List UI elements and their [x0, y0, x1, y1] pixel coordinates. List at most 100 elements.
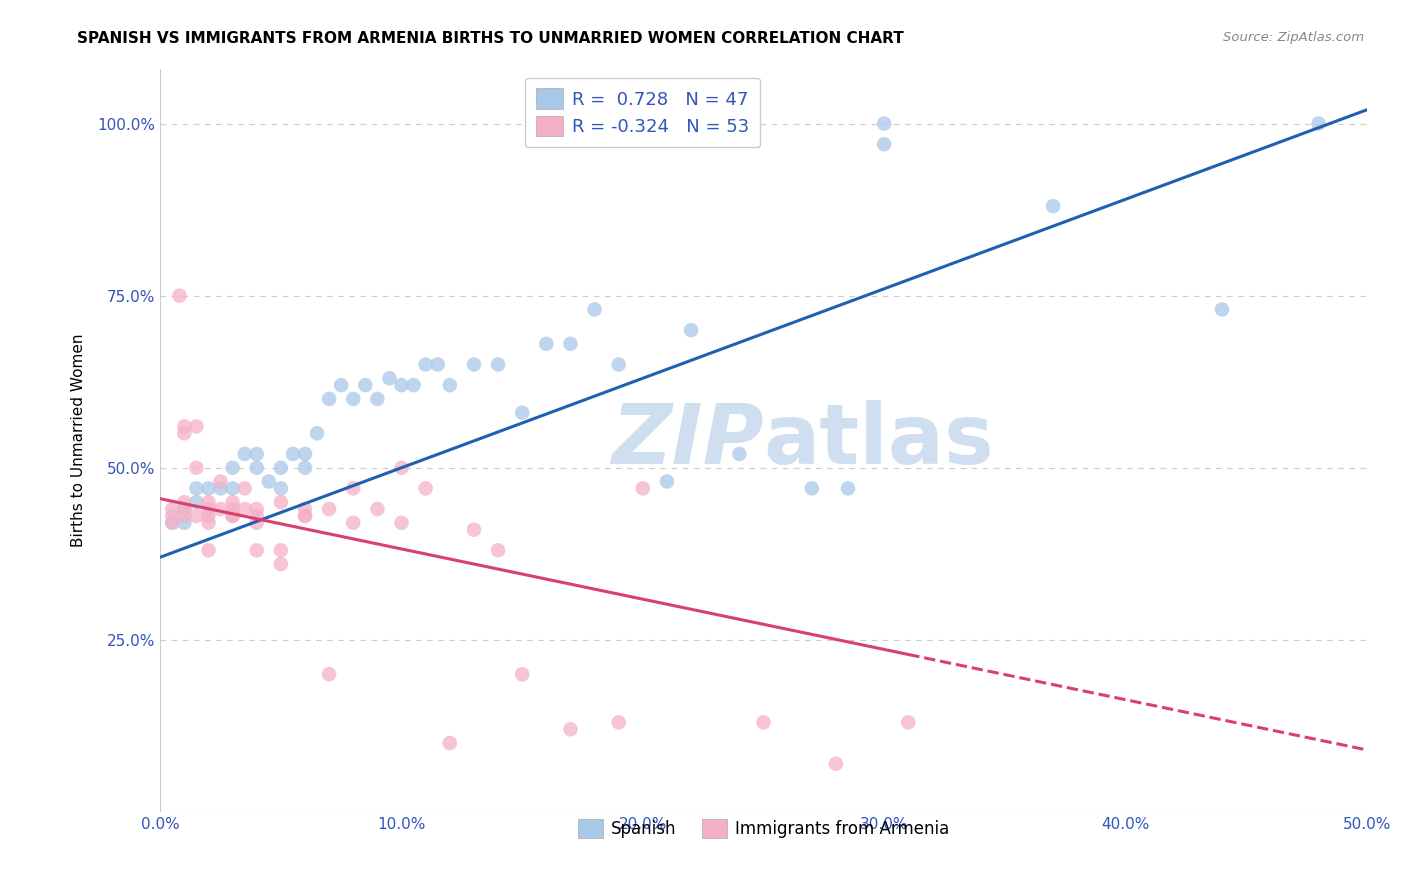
Point — [186, 508, 208, 523]
Point — [415, 482, 437, 496]
Point — [162, 502, 184, 516]
Point — [209, 502, 232, 516]
Point — [391, 516, 413, 530]
Point — [221, 508, 243, 523]
Point — [246, 516, 269, 530]
Point — [233, 502, 256, 516]
Point — [186, 482, 208, 496]
Text: atlas: atlas — [763, 400, 994, 481]
Point — [897, 715, 920, 730]
Point — [825, 756, 848, 771]
Point — [681, 323, 703, 337]
Point — [221, 460, 243, 475]
Point — [510, 406, 533, 420]
Text: Source: ZipAtlas.com: Source: ZipAtlas.com — [1223, 31, 1364, 45]
Point — [391, 378, 413, 392]
Point — [173, 495, 195, 509]
Point — [366, 502, 388, 516]
Point — [486, 358, 509, 372]
Text: ZIP: ZIP — [610, 400, 763, 481]
Point — [173, 502, 195, 516]
Point — [752, 715, 775, 730]
Point — [209, 475, 232, 489]
Point — [246, 502, 269, 516]
Point — [173, 502, 195, 516]
Point — [294, 447, 316, 461]
Point — [607, 715, 630, 730]
Point — [486, 543, 509, 558]
Point — [510, 667, 533, 681]
Point — [873, 137, 896, 152]
Point — [246, 447, 269, 461]
Point — [294, 508, 316, 523]
Point — [257, 475, 280, 489]
Point — [342, 516, 364, 530]
Point — [233, 482, 256, 496]
Point — [402, 378, 425, 392]
Point — [270, 482, 292, 496]
Point — [330, 378, 353, 392]
Point — [463, 523, 485, 537]
Point — [270, 460, 292, 475]
Point — [162, 516, 184, 530]
Y-axis label: Births to Unmarried Women: Births to Unmarried Women — [72, 334, 86, 547]
Point — [221, 508, 243, 523]
Point — [536, 336, 558, 351]
Point — [1308, 117, 1330, 131]
Point — [366, 392, 388, 406]
Point — [246, 543, 269, 558]
Point — [1211, 302, 1233, 317]
Point — [607, 358, 630, 372]
Point — [186, 419, 208, 434]
Point — [270, 543, 292, 558]
Point — [354, 378, 377, 392]
Point — [221, 495, 243, 509]
Point — [186, 495, 208, 509]
Point — [246, 508, 269, 523]
Point — [378, 371, 401, 385]
Point — [173, 508, 195, 523]
Point — [560, 723, 582, 737]
Point — [873, 117, 896, 131]
Point — [294, 508, 316, 523]
Point — [186, 460, 208, 475]
Text: SPANISH VS IMMIGRANTS FROM ARMENIA BIRTHS TO UNMARRIED WOMEN CORRELATION CHART: SPANISH VS IMMIGRANTS FROM ARMENIA BIRTH… — [77, 31, 904, 46]
Point — [294, 460, 316, 475]
Point — [426, 358, 449, 372]
Point — [583, 302, 606, 317]
Point — [307, 426, 329, 441]
Point — [270, 495, 292, 509]
Point — [631, 482, 654, 496]
Point — [209, 482, 232, 496]
Point — [197, 495, 219, 509]
Point — [655, 475, 678, 489]
Point — [391, 460, 413, 475]
Point — [221, 482, 243, 496]
Point — [246, 460, 269, 475]
Point — [197, 482, 219, 496]
Point — [281, 447, 304, 461]
Point — [162, 516, 184, 530]
Point — [318, 392, 340, 406]
Point — [318, 667, 340, 681]
Point — [560, 336, 582, 351]
Point — [173, 419, 195, 434]
Legend: Spanish, Immigrants from Armenia: Spanish, Immigrants from Armenia — [571, 812, 956, 845]
Point — [463, 358, 485, 372]
Point — [197, 543, 219, 558]
Point — [415, 358, 437, 372]
Point — [270, 557, 292, 571]
Point — [197, 516, 219, 530]
Point — [173, 426, 195, 441]
Point — [800, 482, 823, 496]
Point — [294, 502, 316, 516]
Point — [318, 502, 340, 516]
Point — [342, 392, 364, 406]
Point — [197, 502, 219, 516]
Point — [162, 508, 184, 523]
Point — [1042, 199, 1064, 213]
Point — [197, 508, 219, 523]
Point — [439, 378, 461, 392]
Point — [221, 502, 243, 516]
Point — [837, 482, 859, 496]
